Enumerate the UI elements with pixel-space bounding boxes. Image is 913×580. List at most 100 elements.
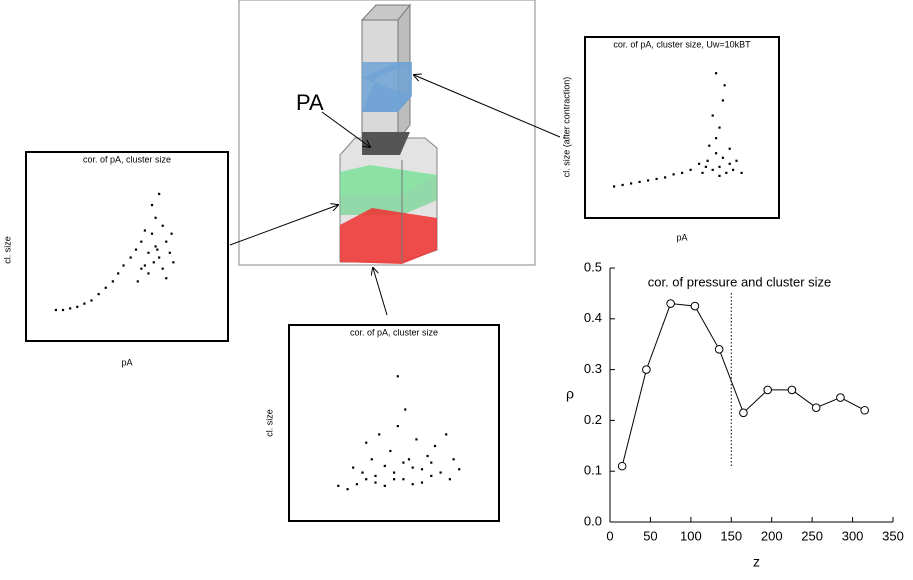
point [704, 165, 707, 168]
x-axis-label: pA [121, 357, 132, 367]
point [433, 444, 437, 448]
point [365, 441, 368, 444]
point [706, 159, 709, 162]
point [172, 261, 175, 264]
arrow [414, 75, 561, 138]
point [430, 461, 433, 464]
x-tick-label: 200 [761, 528, 783, 543]
x-tick-label: 0 [606, 528, 613, 543]
point [152, 261, 155, 264]
line [621, 303, 865, 467]
point [420, 481, 424, 484]
diagram: PA [238, 0, 536, 266]
point [154, 216, 157, 219]
point [711, 114, 714, 117]
point [136, 280, 139, 283]
point [721, 99, 724, 102]
marker [714, 344, 724, 354]
point [655, 177, 658, 181]
point [143, 229, 146, 232]
panel-title: cor. of pA, cluster size [350, 327, 438, 337]
chart-title: cor. of pressure and cluster size [648, 274, 832, 289]
pa-label: PA [296, 90, 324, 115]
y-tick-label: 0.3 [584, 361, 602, 376]
y-tick-label: 0.1 [584, 463, 602, 478]
point [445, 433, 448, 436]
point [69, 307, 72, 310]
point [170, 232, 173, 235]
point [129, 256, 132, 259]
point [420, 468, 424, 471]
x-tick-label: 300 [842, 528, 864, 543]
x-axis-label: z [753, 554, 760, 570]
red-band [340, 208, 437, 264]
point [402, 461, 405, 464]
point [411, 466, 414, 469]
arrow [229, 205, 338, 246]
marker [763, 385, 772, 395]
point [396, 425, 399, 428]
point [613, 185, 616, 188]
point [337, 484, 340, 487]
point [647, 179, 650, 182]
y-tick-label: 0.2 [584, 412, 602, 427]
point [165, 240, 168, 243]
point [370, 458, 373, 461]
point [134, 248, 138, 251]
point [630, 182, 633, 185]
point [389, 449, 392, 453]
y-axis-label: cl. size (after contraction) [561, 77, 571, 178]
point [365, 478, 368, 481]
panel-frame [288, 324, 500, 522]
green-band-lower [340, 175, 437, 215]
point [415, 438, 418, 441]
marker [860, 405, 870, 415]
x-tick-label: 50 [643, 528, 657, 543]
point [718, 174, 721, 177]
y-axis-label: ρ [566, 386, 574, 402]
point [156, 248, 159, 251]
point [718, 165, 721, 168]
point [83, 302, 86, 305]
point [715, 72, 718, 75]
point [715, 152, 718, 155]
point [104, 286, 107, 289]
point [374, 474, 377, 477]
point [150, 232, 154, 235]
point [689, 168, 692, 171]
point [383, 484, 386, 487]
point [383, 464, 386, 468]
marker [666, 299, 675, 308]
point [61, 308, 65, 312]
point [396, 375, 399, 378]
x-axis-label: pA [676, 232, 687, 242]
point [728, 162, 731, 165]
green-band [340, 165, 437, 195]
point [718, 126, 721, 129]
point [150, 203, 154, 207]
point [402, 478, 405, 481]
point [54, 308, 57, 312]
marker [811, 403, 821, 413]
point [664, 176, 667, 179]
y-tick-label: 0.0 [584, 513, 602, 528]
point [378, 433, 381, 436]
point [711, 168, 714, 171]
point [76, 305, 79, 308]
point [681, 171, 684, 174]
point [90, 299, 93, 302]
point [411, 483, 414, 486]
point [721, 156, 724, 159]
point [355, 483, 358, 486]
point [161, 267, 164, 270]
panel-title: cor. of pA, cluster size, Uw=10kBT [613, 39, 751, 49]
point [407, 458, 411, 461]
point [97, 293, 100, 296]
point [154, 245, 157, 248]
point [346, 488, 349, 491]
y-axis-label: cl. size [2, 236, 12, 264]
point [404, 408, 407, 411]
blue-band-face [362, 62, 412, 112]
x-tick-label: 350 [882, 528, 904, 543]
point [708, 144, 711, 147]
